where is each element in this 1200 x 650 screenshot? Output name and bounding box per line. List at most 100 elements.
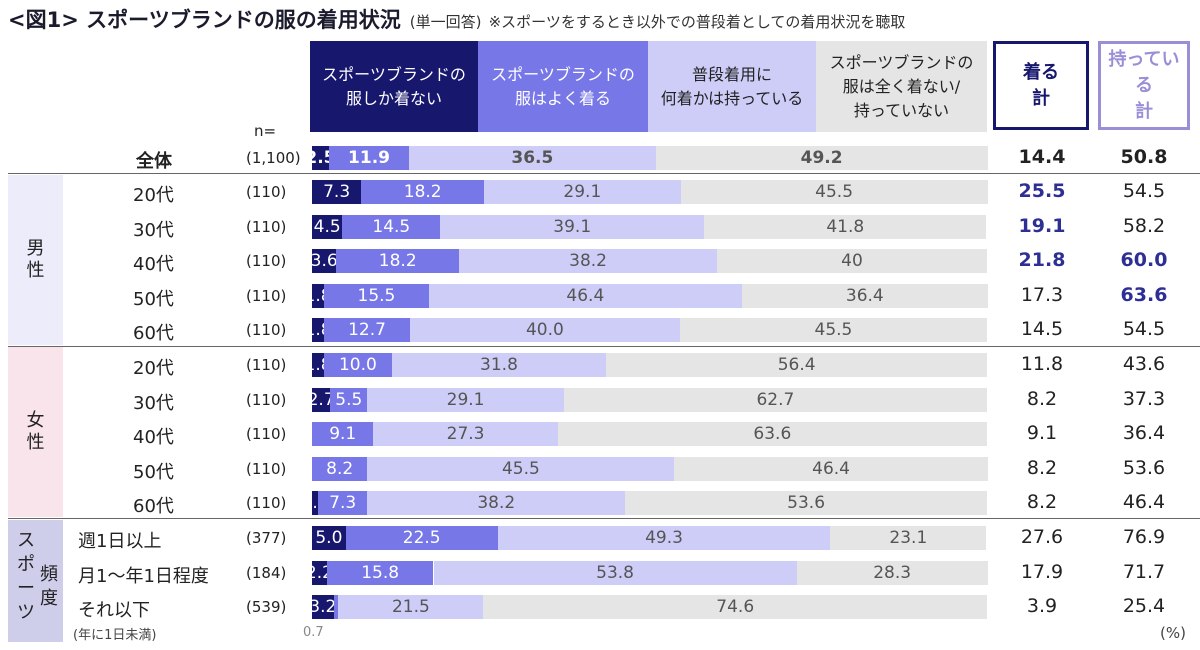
header-cat4: スポーツブランドの 服は全く着ない/ 持っていない bbox=[816, 41, 987, 132]
small-value-label: 0.7 bbox=[303, 625, 324, 640]
total-wear-value: 14.5 bbox=[1020, 318, 1064, 340]
bar-value-label: 1.8 bbox=[312, 355, 324, 375]
percent-unit: (%) bbox=[1160, 624, 1186, 642]
total-own-value: 46.4 bbox=[1122, 491, 1166, 513]
header-cat2: スポーツブランドの 服はよく着る bbox=[478, 41, 648, 132]
row-sample-size: (110) bbox=[246, 356, 287, 374]
row-label: 60代 bbox=[133, 323, 174, 344]
total-own-value: 37.3 bbox=[1122, 388, 1166, 410]
header-total-own: 持っている 計 bbox=[1098, 41, 1190, 130]
bar-value-label: 2.7 bbox=[312, 390, 331, 410]
bar-value-label: 2.5 bbox=[312, 148, 329, 168]
bar-value-label: 31.8 bbox=[480, 355, 518, 375]
bar-segment: 21.5 bbox=[338, 595, 484, 619]
bar-value-label: 40.0 bbox=[525, 320, 564, 340]
bar-segment: 46.4 bbox=[428, 284, 742, 308]
footnote: (年に1日未満) bbox=[73, 628, 157, 643]
bar-segment: 23.1 bbox=[830, 526, 987, 550]
bar-segment: 18.2 bbox=[361, 180, 485, 204]
bar-segment: 63.6 bbox=[557, 422, 987, 446]
bar-segment: 53.8 bbox=[433, 561, 797, 585]
bar-value-label: 27.3 bbox=[446, 424, 485, 444]
bar-value-label: 12.7 bbox=[348, 320, 386, 340]
bar-segment: 2.7 bbox=[312, 388, 331, 412]
bar-segment: 62.7 bbox=[563, 388, 987, 412]
bar-segment: 27.3 bbox=[373, 422, 558, 446]
row-sample-size: (110) bbox=[246, 391, 287, 409]
bar-value-label: 5.0 bbox=[315, 528, 343, 548]
bar-segment: 15.8 bbox=[326, 561, 434, 585]
bar-segment: 45.5 bbox=[367, 457, 675, 481]
bar-value-label: 18.2 bbox=[403, 182, 442, 202]
bar-segment: 15.5 bbox=[324, 284, 429, 308]
total-own-value: 50.8 bbox=[1120, 146, 1168, 168]
bar-segment: 53.6 bbox=[625, 491, 987, 515]
bar-segment: 3.6 bbox=[312, 249, 337, 273]
total-own-value: 36.4 bbox=[1122, 422, 1166, 444]
row-sample-size: (110) bbox=[246, 218, 287, 236]
bar-segment: 1.8 bbox=[312, 284, 325, 308]
row-label: 週1日以上 bbox=[78, 531, 162, 552]
group-label-female: 女 性 bbox=[26, 410, 45, 453]
bar-segment: 74.6 bbox=[483, 595, 987, 619]
bar-value-label: 45.5 bbox=[815, 182, 854, 202]
row-label: 月1～年1日程度 bbox=[78, 566, 209, 587]
separator-line bbox=[8, 173, 1200, 174]
row-label: 50代 bbox=[133, 289, 174, 310]
bar-segment: 49.2 bbox=[655, 146, 988, 170]
bar-value-label: 46.4 bbox=[566, 286, 605, 306]
bar-segment: 7.3 bbox=[312, 180, 362, 204]
separator-line bbox=[8, 518, 1200, 519]
n-header: n= bbox=[254, 122, 277, 140]
total-wear-value: 8.2 bbox=[1026, 491, 1058, 513]
bar-value-label: 1.8 bbox=[312, 286, 324, 306]
total-wear-value: 25.5 bbox=[1018, 180, 1066, 202]
row-label: 30代 bbox=[133, 220, 174, 241]
header-total-wear: 着る 計 bbox=[993, 41, 1089, 130]
total-wear-value: 8.2 bbox=[1026, 388, 1058, 410]
band-male bbox=[8, 175, 63, 345]
bar-value-label: 18.2 bbox=[378, 251, 417, 271]
row-label: 50代 bbox=[133, 462, 174, 483]
total-own-value: 43.6 bbox=[1122, 353, 1166, 375]
svg-text:スポーツ頻度: スポーツ頻度 bbox=[17, 530, 58, 623]
total-wear-value: 21.8 bbox=[1018, 249, 1066, 271]
bar-segment: 49.3 bbox=[497, 526, 831, 550]
bar-value-label: 21.5 bbox=[391, 597, 430, 617]
total-wear-value: 17.3 bbox=[1020, 284, 1064, 306]
bar-segment: 8.2 bbox=[312, 457, 368, 481]
bar-value-label: 0.9 bbox=[312, 493, 318, 513]
row-sample-size: (184) bbox=[246, 564, 287, 582]
bar-value-label: 7.3 bbox=[329, 493, 357, 513]
header-cat1: スポーツブランドの 服しか着ない bbox=[310, 41, 478, 132]
bar-value-label: 22.5 bbox=[402, 528, 441, 548]
bar-segment: 46.4 bbox=[674, 457, 988, 481]
bar-value-label: 56.4 bbox=[777, 355, 816, 375]
row-sample-size: (110) bbox=[246, 460, 287, 478]
total-wear-value: 27.6 bbox=[1020, 526, 1064, 548]
bar-value-label: 36.5 bbox=[511, 148, 554, 168]
bar-value-label: 7.3 bbox=[323, 182, 351, 202]
row-sample-size: (110) bbox=[246, 494, 287, 512]
total-own-value: 63.6 bbox=[1120, 284, 1168, 306]
bar-value-label: 62.7 bbox=[756, 390, 795, 410]
row-sample-size: (377) bbox=[246, 529, 287, 547]
bar-segment: 38.2 bbox=[367, 491, 626, 515]
header-cat3: 普段着用に 何着かは持っている bbox=[648, 41, 816, 132]
title-main: <図1> スポーツブランドの服の着用状況 bbox=[8, 8, 401, 32]
row-label: 40代 bbox=[133, 427, 174, 448]
bar-segment: 11.9 bbox=[328, 146, 410, 170]
bar-segment: 39.1 bbox=[440, 215, 705, 239]
bar-segment: 41.8 bbox=[704, 215, 987, 239]
title-note: ※スポーツをするとき以外での普段着としての着用状況を聴取 bbox=[488, 13, 906, 31]
bar-value-label: 4.5 bbox=[313, 217, 341, 237]
bar-value-label: 45.5 bbox=[501, 459, 540, 479]
total-wear-value: 11.8 bbox=[1020, 353, 1064, 375]
bar-segment: 2.5 bbox=[312, 146, 329, 170]
row-sample-size: (110) bbox=[246, 321, 287, 339]
total-wear-value: 14.4 bbox=[1018, 146, 1066, 168]
bar-segment: 36.4 bbox=[741, 284, 988, 308]
row-sample-size: (1,100) bbox=[246, 149, 301, 167]
total-own-value: 54.5 bbox=[1122, 318, 1166, 340]
bar-segment: 45.5 bbox=[679, 318, 987, 342]
